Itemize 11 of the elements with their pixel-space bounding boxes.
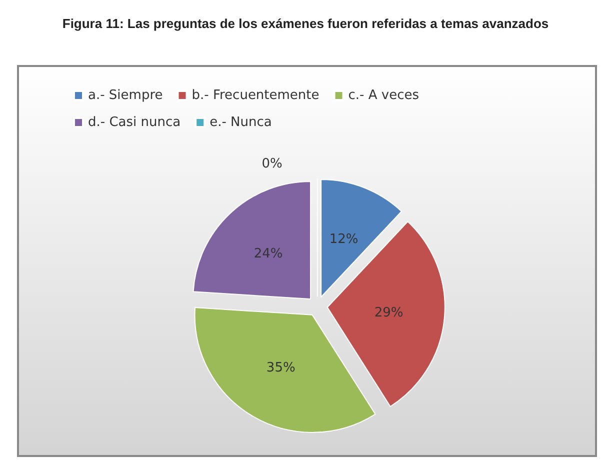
data-label: 12% <box>329 232 358 248</box>
text: 0% <box>262 156 282 172</box>
data-label: 29% <box>374 306 404 321</box>
data-label: 24% <box>254 246 283 262</box>
legend-label: a.- Siempre <box>88 88 163 103</box>
chart-title: Figura 11: Las preguntas de los exámenes fueron referidas a temas avanzados <box>62 16 549 31</box>
legend-label: c.- A veces <box>348 88 420 103</box>
legend-label: e.- Nunca <box>210 115 272 130</box>
data-label: 35% <box>266 360 296 376</box>
legend-label: d.- Casi nunca <box>88 115 181 130</box>
legend-label: b.- Frecuentemente <box>192 88 320 103</box>
